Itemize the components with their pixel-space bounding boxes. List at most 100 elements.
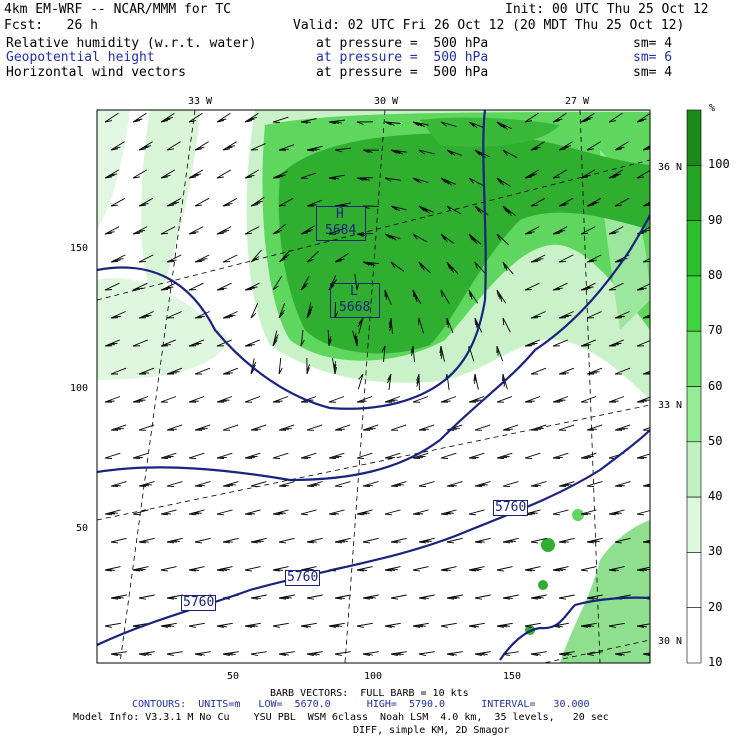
- wind-barb: [272, 509, 289, 516]
- wind-barb: [278, 594, 295, 600]
- wind-barb: [272, 276, 282, 291]
- colorbar-unit: %: [709, 103, 716, 114]
- wind-barb: [356, 509, 373, 516]
- wind-barb: [614, 651, 631, 657]
- wind-barb: [586, 367, 603, 375]
- wind-barb: [418, 537, 435, 544]
- wind-barb: [608, 339, 624, 347]
- wind-barb: [440, 509, 457, 516]
- wind-barb: [216, 282, 232, 291]
- wind-barb: [468, 452, 485, 459]
- wind-barb: [160, 396, 177, 403]
- wind-barb: [552, 396, 569, 403]
- colorbar-segment: [686, 165, 702, 221]
- wind-barb: [384, 177, 401, 182]
- wind-barbs: [104, 112, 650, 657]
- wind-barb: [524, 396, 541, 403]
- wind-barb: [412, 177, 429, 184]
- wind-barb: [188, 282, 204, 291]
- wind-barb: [160, 112, 175, 123]
- wind-barb: [502, 424, 519, 431]
- low-center-marker: L 5668: [330, 283, 380, 318]
- wind-barb: [474, 537, 491, 544]
- wind-barb: [188, 169, 204, 179]
- wind-barb: [216, 509, 233, 516]
- wind-barb: [440, 396, 457, 403]
- wind-barb: [418, 261, 431, 274]
- wind-barb: [194, 367, 211, 375]
- wind-barb: [138, 537, 155, 544]
- wind-barb: [530, 367, 547, 375]
- field-pressure-wind: at pressure = 500 hPa: [316, 65, 489, 80]
- wind-barb: [440, 566, 457, 572]
- wind-barb: [390, 149, 407, 155]
- wind-barb: [160, 566, 177, 572]
- wind-barb: [524, 339, 540, 347]
- wind-barb: [216, 112, 231, 123]
- wind-barb: [132, 226, 148, 235]
- field-sm-height: sm= 6: [633, 50, 673, 65]
- wind-barb: [446, 317, 454, 334]
- wind-barb: [496, 233, 510, 246]
- wind-barb: [446, 205, 462, 215]
- wind-barb: [166, 481, 183, 488]
- wind-barb: [468, 233, 482, 245]
- wind-barb: [362, 261, 379, 267]
- wind-barb: [352, 330, 359, 347]
- wind-barb: [636, 340, 650, 347]
- wind-barb: [524, 509, 541, 516]
- wind-barb: [250, 594, 267, 600]
- wind-barb: [614, 481, 631, 488]
- wind-barb: [104, 169, 120, 179]
- wind-barb: [278, 198, 294, 207]
- wind-barb: [250, 249, 262, 263]
- wind-barb: [272, 396, 289, 403]
- wind-barb: [138, 197, 154, 207]
- wind-barb: [216, 452, 233, 459]
- wind-barb: [244, 169, 260, 179]
- wind-barb: [332, 358, 337, 375]
- wind-barb: [328, 119, 345, 125]
- wind-barb: [530, 254, 546, 263]
- wind-barb: [306, 145, 323, 152]
- wind-barb: [614, 537, 631, 544]
- field-pressure-height: at pressure = 500 hPa: [316, 50, 489, 65]
- wind-barb: [300, 396, 317, 403]
- wind-barb: [502, 594, 519, 600]
- wind-barb: [244, 396, 261, 403]
- wind-barb: [384, 233, 401, 241]
- wind-barb: [166, 424, 183, 431]
- wind-barb: [558, 651, 575, 657]
- wind-barb: [468, 121, 485, 129]
- wind-barb: [278, 537, 295, 544]
- high-center-marker: H 5684: [316, 206, 366, 241]
- wind-barb: [530, 594, 547, 600]
- wind-barb: [104, 396, 121, 403]
- low-value: 5668: [339, 300, 371, 315]
- grid-label-left-150: 150: [70, 243, 89, 254]
- wind-barb: [558, 141, 573, 151]
- wind-barb: [614, 141, 629, 151]
- wind-barb: [194, 424, 211, 431]
- wind-barb: [362, 149, 380, 154]
- colorbar-tick-label: 80: [708, 267, 723, 282]
- wind-barb: [642, 652, 650, 657]
- colorbar: [686, 109, 702, 664]
- diffusion-info: DIFF, simple KM, 2D Smagor: [353, 725, 510, 736]
- wind-barb: [356, 452, 373, 459]
- field-pressure-rh: at pressure = 500 hPa: [316, 36, 489, 51]
- wind-barb: [216, 339, 232, 347]
- wind-barb: [132, 452, 149, 459]
- contour-label: 5760: [181, 595, 217, 611]
- wind-barb: [300, 330, 305, 347]
- wind-barb: [390, 481, 407, 488]
- wind-barb: [636, 169, 650, 179]
- wind-barb: [188, 452, 205, 459]
- wind-barb: [188, 339, 204, 347]
- wind-barb: [474, 205, 489, 216]
- wind-barb: [160, 622, 177, 628]
- field-name-rh: Relative humidity (w.r.t. water): [6, 36, 257, 51]
- wind-barb: [636, 113, 650, 123]
- wind-barb: [440, 452, 457, 459]
- wind-barb: [636, 283, 650, 291]
